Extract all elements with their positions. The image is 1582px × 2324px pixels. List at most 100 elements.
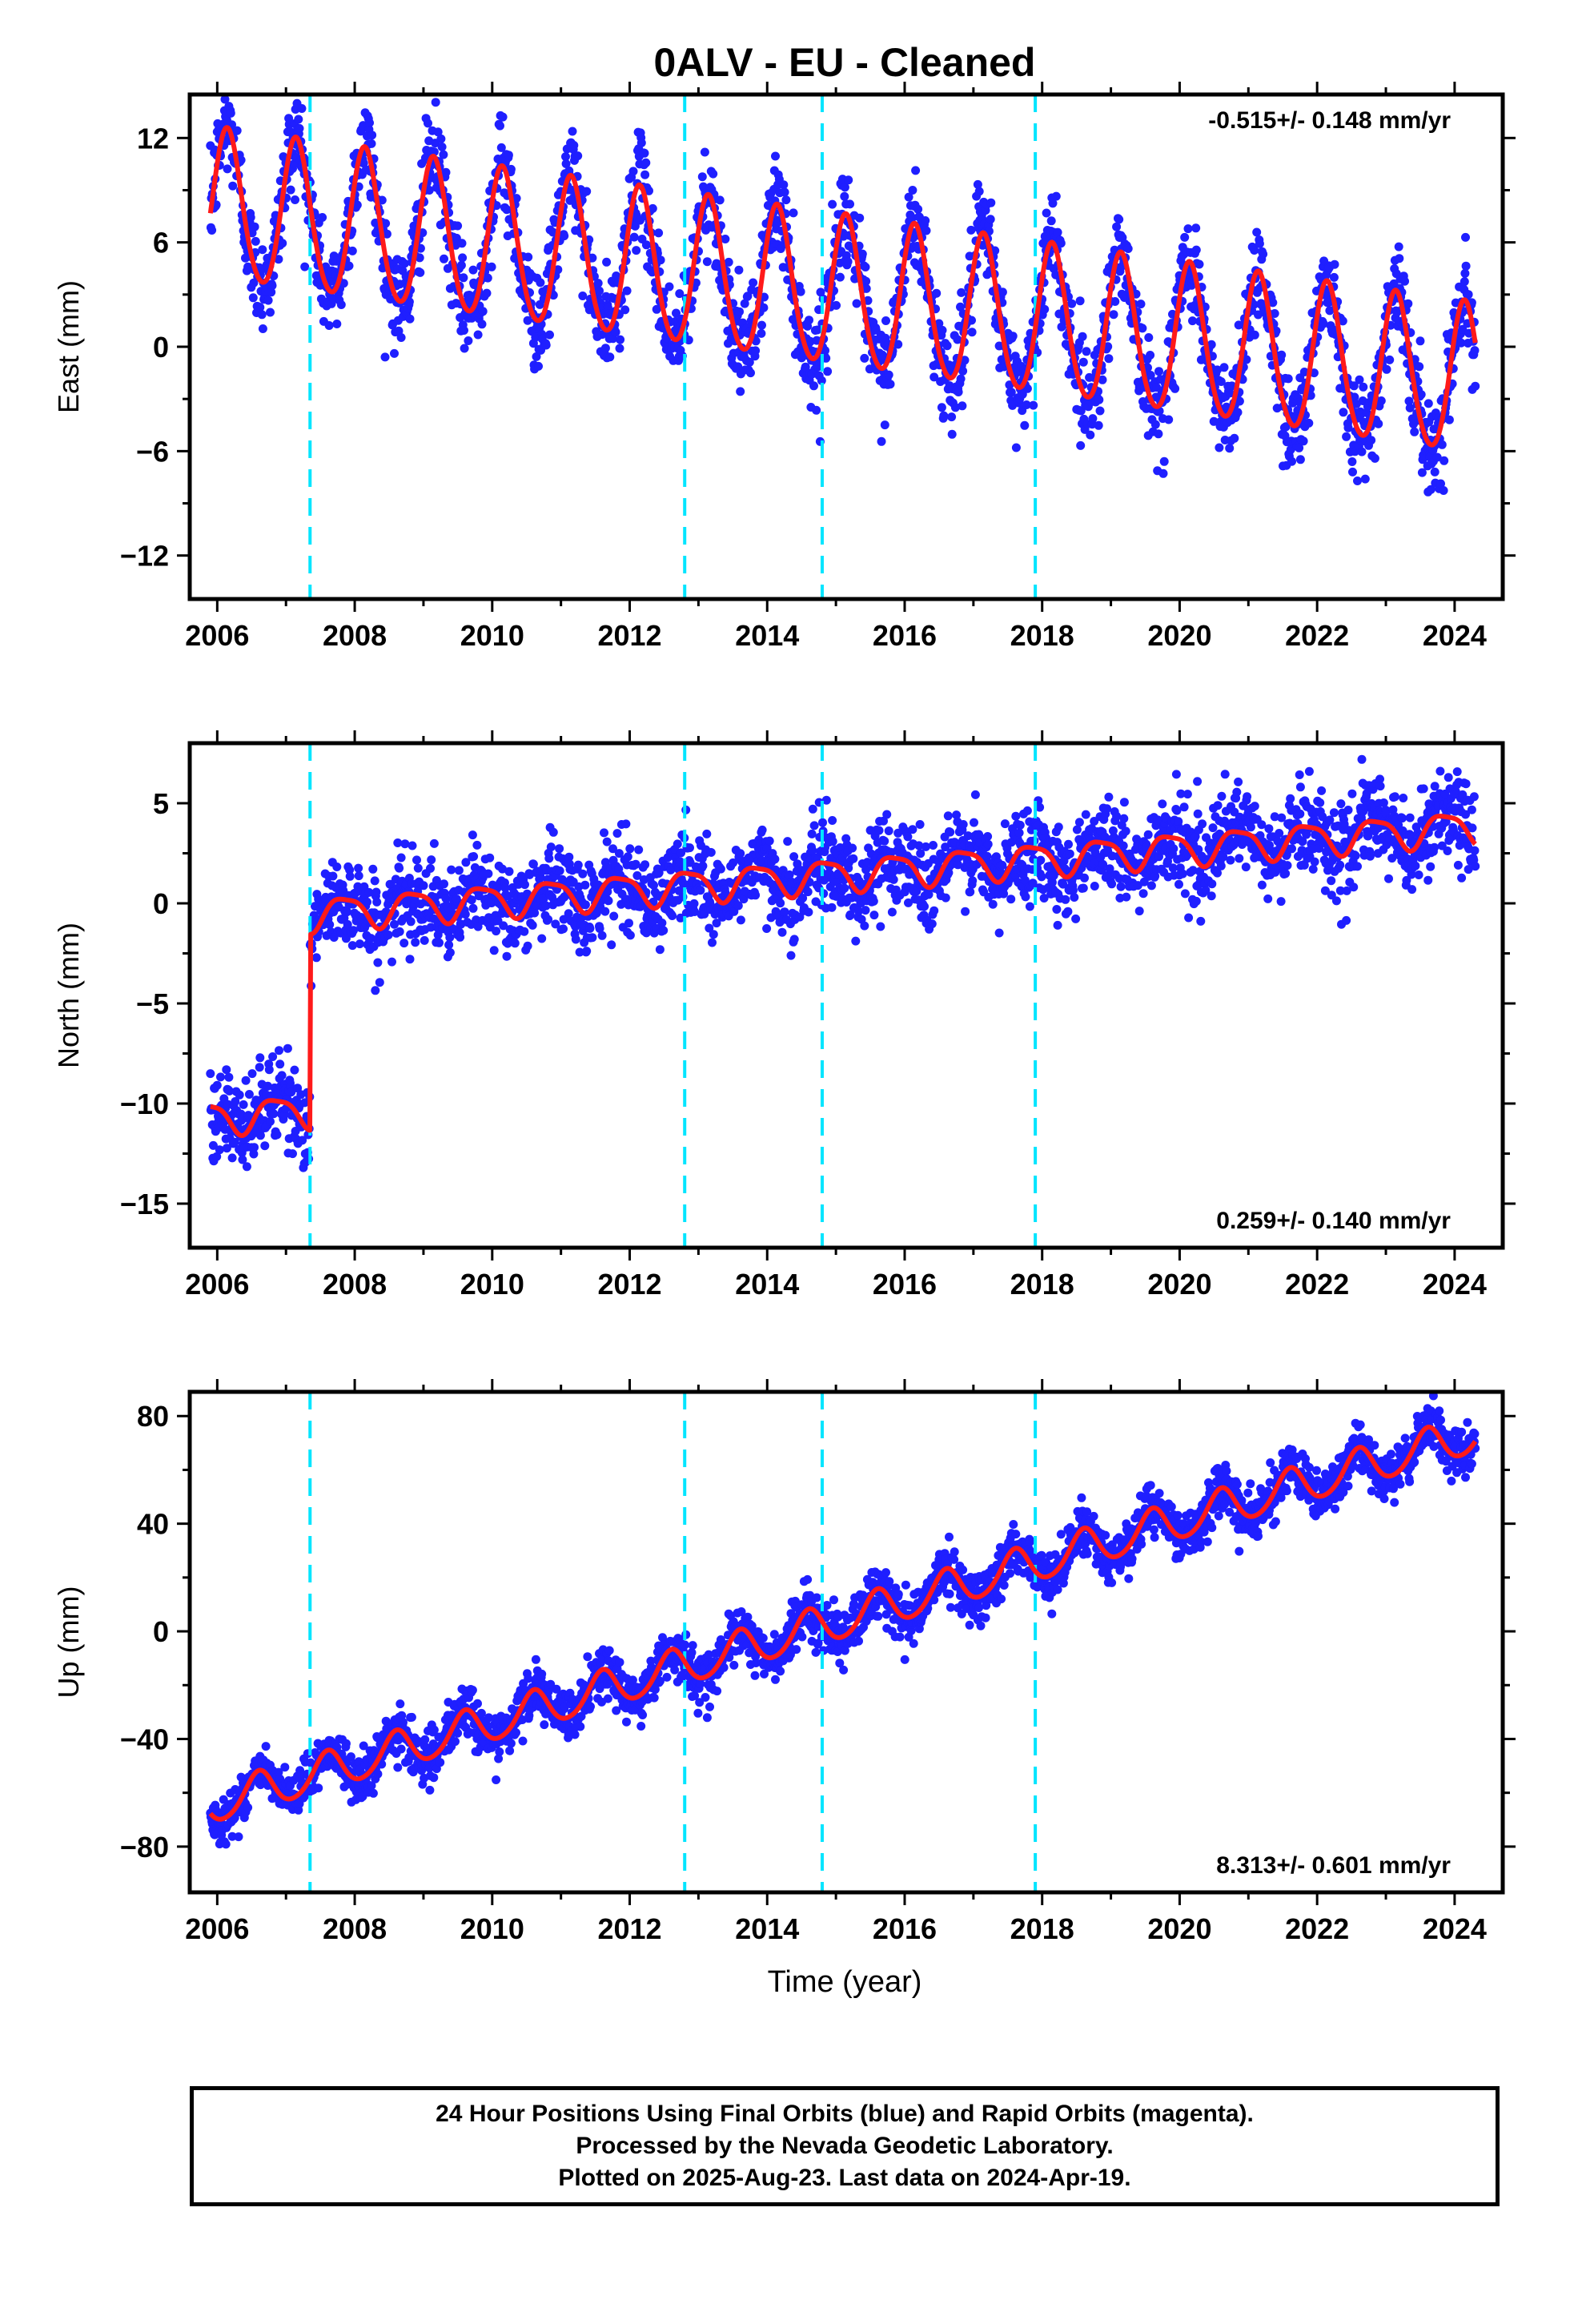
data-point	[709, 930, 718, 939]
data-point	[812, 336, 821, 345]
data-point	[863, 296, 873, 305]
data-point	[440, 254, 448, 263]
data-point	[1122, 892, 1131, 902]
data-point	[377, 195, 387, 205]
data-point	[460, 910, 470, 919]
data-point	[1134, 907, 1144, 916]
data-point	[1080, 873, 1089, 883]
data-point	[561, 159, 571, 168]
data-point	[840, 883, 849, 893]
data-point	[1220, 770, 1230, 779]
data-point	[359, 159, 368, 168]
data-point	[1119, 798, 1129, 807]
data-point	[1094, 395, 1104, 404]
data-point	[1067, 299, 1077, 308]
data-point	[1394, 242, 1403, 251]
y-tick-label: 0	[153, 331, 169, 364]
data-point	[656, 255, 665, 265]
data-point	[1410, 427, 1419, 436]
data-point	[460, 344, 469, 353]
data-point	[548, 827, 558, 837]
data-point	[1243, 792, 1252, 802]
data-point	[387, 957, 396, 967]
data-point	[823, 367, 833, 376]
data-point	[1277, 350, 1287, 360]
data-point	[600, 828, 608, 838]
data-point	[258, 245, 267, 255]
data-point	[420, 935, 429, 945]
data-point	[716, 864, 725, 874]
data-point	[654, 228, 664, 238]
data-point	[715, 195, 725, 205]
data-point	[1169, 844, 1178, 854]
data-point	[347, 246, 357, 255]
data-point	[437, 143, 447, 151]
data-point	[347, 941, 357, 951]
data-point	[1094, 420, 1103, 430]
data-point	[489, 946, 499, 955]
data-point	[1078, 357, 1088, 367]
data-point	[400, 939, 409, 948]
data-point	[852, 299, 861, 308]
data-point	[272, 1130, 282, 1140]
data-point	[1207, 891, 1216, 901]
data-point	[1360, 474, 1370, 484]
data-point	[929, 841, 938, 850]
data-point	[659, 926, 669, 935]
data-point	[1382, 364, 1391, 374]
data-point	[827, 903, 837, 912]
data-point	[266, 1116, 275, 1126]
data-point	[1374, 419, 1383, 428]
data-point	[528, 920, 537, 930]
data-point	[332, 320, 342, 328]
data-point	[1154, 429, 1163, 439]
data-point	[571, 935, 580, 944]
data-point	[520, 927, 529, 936]
data-point	[689, 899, 699, 908]
x-tick-label: 2014	[735, 619, 799, 652]
data-point	[702, 257, 712, 267]
data-point	[988, 899, 998, 909]
data-point	[300, 262, 310, 271]
data-point	[700, 147, 709, 157]
data-point	[487, 262, 496, 271]
data-point	[673, 839, 682, 849]
data-point	[248, 293, 258, 303]
data-point	[743, 292, 753, 301]
data-point	[427, 855, 436, 865]
plot-area	[206, 94, 1480, 599]
east-panel: 2006 2008 2010 2012 2014 2016 2018 2020 2022 2024…	[52, 82, 1516, 652]
data-point	[1252, 227, 1262, 237]
data-point	[941, 893, 950, 903]
data-point	[454, 866, 464, 875]
data-point	[889, 875, 898, 884]
data-point	[1234, 777, 1243, 786]
data-point	[994, 928, 1004, 938]
data-point	[1304, 418, 1314, 428]
data-point	[560, 231, 569, 241]
data-point	[1430, 467, 1439, 476]
data-point	[441, 167, 451, 177]
data-point	[812, 405, 821, 415]
data-point	[1329, 808, 1339, 818]
north-panel: 2006 2008 2010 2012 2014 2016 2018 2020 2022 2024…	[52, 730, 1516, 1301]
data-point	[578, 292, 588, 300]
data-point	[1196, 916, 1206, 926]
data-point	[263, 296, 273, 305]
data-point	[457, 239, 467, 248]
data-point	[1329, 272, 1339, 282]
data-point	[602, 257, 612, 267]
data-point	[363, 897, 371, 907]
data-point	[675, 289, 685, 299]
data-point	[803, 887, 813, 897]
data-point	[433, 127, 443, 137]
data-point	[472, 840, 482, 850]
data-point	[851, 936, 861, 946]
data-point	[257, 310, 267, 320]
data-point	[445, 933, 455, 943]
data-point	[404, 297, 414, 307]
data-point	[1342, 432, 1351, 441]
data-point	[1400, 276, 1409, 286]
data-point	[588, 933, 597, 943]
data-point	[973, 179, 982, 189]
